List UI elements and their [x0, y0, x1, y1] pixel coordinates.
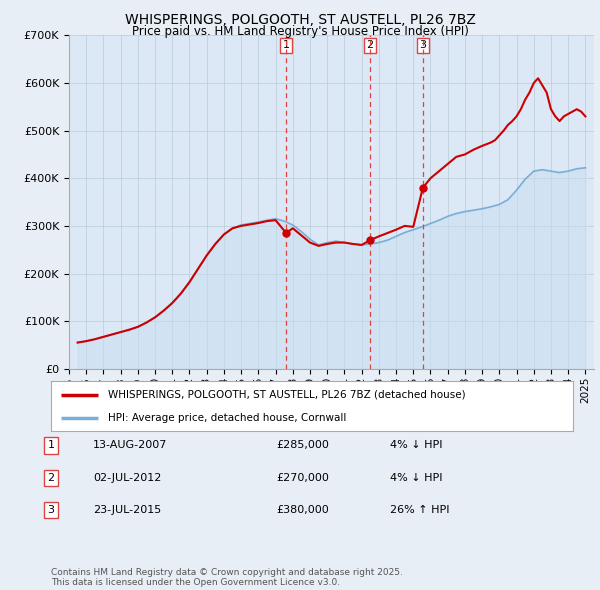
Text: 2: 2 — [367, 40, 374, 50]
Text: 1: 1 — [47, 441, 55, 450]
Text: HPI: Average price, detached house, Cornwall: HPI: Average price, detached house, Corn… — [109, 413, 347, 423]
Text: WHISPERINGS, POLGOOTH, ST AUSTELL, PL26 7BZ: WHISPERINGS, POLGOOTH, ST AUSTELL, PL26 … — [125, 13, 475, 27]
Text: 13-AUG-2007: 13-AUG-2007 — [93, 441, 167, 450]
Text: WHISPERINGS, POLGOOTH, ST AUSTELL, PL26 7BZ (detached house): WHISPERINGS, POLGOOTH, ST AUSTELL, PL26 … — [109, 389, 466, 399]
Text: 3: 3 — [47, 506, 55, 515]
Text: 23-JUL-2015: 23-JUL-2015 — [93, 506, 161, 515]
Text: £270,000: £270,000 — [276, 473, 329, 483]
Text: 2: 2 — [47, 473, 55, 483]
Text: Contains HM Land Registry data © Crown copyright and database right 2025.
This d: Contains HM Land Registry data © Crown c… — [51, 568, 403, 587]
Text: 4% ↓ HPI: 4% ↓ HPI — [390, 473, 443, 483]
Text: 1: 1 — [283, 40, 290, 50]
Text: 02-JUL-2012: 02-JUL-2012 — [93, 473, 161, 483]
Text: 26% ↑ HPI: 26% ↑ HPI — [390, 506, 449, 515]
Text: £380,000: £380,000 — [276, 506, 329, 515]
Text: £285,000: £285,000 — [276, 441, 329, 450]
Text: 4% ↓ HPI: 4% ↓ HPI — [390, 441, 443, 450]
Text: 3: 3 — [419, 40, 427, 50]
Text: Price paid vs. HM Land Registry's House Price Index (HPI): Price paid vs. HM Land Registry's House … — [131, 25, 469, 38]
